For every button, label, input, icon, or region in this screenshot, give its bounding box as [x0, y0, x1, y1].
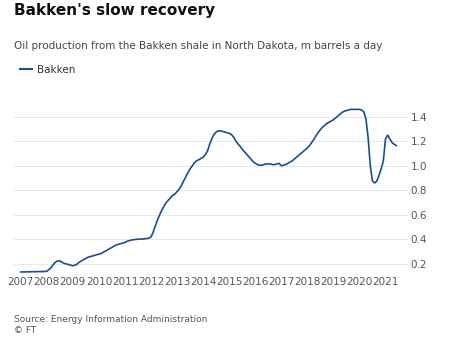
Text: Oil production from the Bakken shale in North Dakota, m barrels a day: Oil production from the Bakken shale in …: [14, 41, 383, 51]
Text: Source: Energy Information Administration
© FT: Source: Energy Information Administratio…: [14, 315, 208, 335]
Legend: Bakken: Bakken: [16, 61, 80, 79]
Text: Bakken's slow recovery: Bakken's slow recovery: [14, 3, 215, 18]
